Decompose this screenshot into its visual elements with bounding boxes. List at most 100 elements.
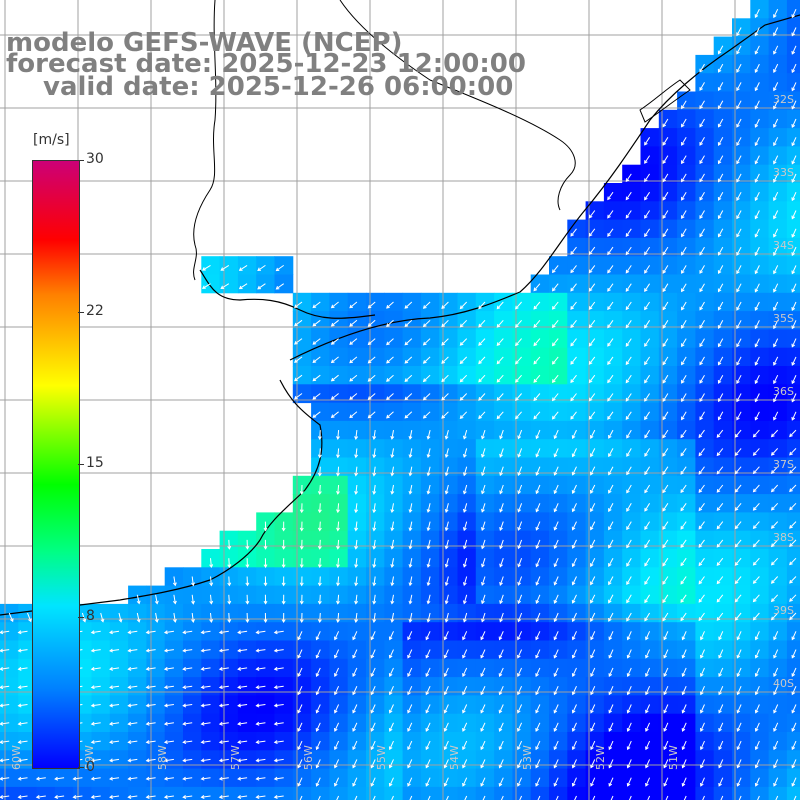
- wind-cell: [786, 585, 800, 605]
- wind-arrow-head: [625, 233, 630, 238]
- wind-arrow-head: [754, 782, 759, 787]
- wind-arrow-head: [571, 526, 576, 531]
- wind-arrow: [754, 155, 760, 164]
- wind-arrow: [700, 777, 705, 787]
- wind-arrow: [735, 594, 742, 603]
- wind-arrow-head: [336, 472, 340, 477]
- wind-arrow: [337, 466, 340, 476]
- wind-arrow-head: [734, 543, 739, 548]
- wind-cell: [201, 732, 221, 751]
- wind-arrow: [274, 758, 284, 762]
- wind-arrow: [773, 740, 779, 750]
- wind-arrow: [441, 393, 449, 401]
- wind-arrow: [773, 704, 779, 713]
- wind-arrow-head: [773, 636, 777, 641]
- wind-arrow: [128, 704, 138, 707]
- wind-arrow: [645, 704, 651, 713]
- wind-arrow-head: [571, 581, 576, 586]
- wind-arrow-head: [336, 436, 340, 440]
- wind-arrow-head: [54, 795, 59, 799]
- wind-arrow-head: [533, 360, 538, 365]
- wind-arrow-head: [736, 709, 741, 714]
- wind-arrow-head: [182, 630, 187, 635]
- wind-arrow-head: [408, 600, 413, 605]
- wind-arrow-head: [680, 599, 685, 603]
- wind-arrow-head: [515, 415, 519, 420]
- wind-cell: [786, 54, 800, 74]
- wind-arrow: [590, 649, 596, 659]
- wind-arrow: [736, 228, 742, 237]
- wind-arrow: [738, 795, 742, 800]
- wind-arrow: [718, 265, 724, 274]
- wind-arrow-head: [681, 196, 685, 201]
- wind-arrow: [463, 539, 468, 549]
- wind-arrow-head: [734, 562, 739, 566]
- wind-arrow-head: [499, 472, 503, 477]
- wind-cell: [786, 164, 800, 184]
- wind-arrow-head: [644, 617, 648, 622]
- wind-arrow: [789, 466, 797, 474]
- wind-arrow: [718, 45, 724, 54]
- wind-arrow: [754, 356, 760, 366]
- wind-arrow: [789, 612, 797, 620]
- longitude-label: 54W: [448, 745, 461, 770]
- wind-arrow: [462, 649, 468, 659]
- wind-arrow: [736, 374, 742, 384]
- wind-arrow-head: [273, 795, 278, 799]
- wind-arrow-head: [699, 123, 703, 128]
- wind-cell: [549, 786, 568, 800]
- wind-arrow: [533, 319, 541, 328]
- wind-arrow: [791, 356, 797, 366]
- longitude-label: 51W: [667, 745, 680, 770]
- wind-arrow-head: [663, 746, 667, 751]
- wind-arrow-head: [172, 619, 177, 623]
- wind-arrow: [515, 393, 522, 401]
- wind-arrow: [173, 576, 176, 586]
- wind-arrow-head: [462, 600, 467, 605]
- wind-arrow: [644, 539, 651, 548]
- wind-arrow: [349, 356, 358, 363]
- wind-arrow-head: [498, 636, 503, 641]
- wind-arrow-head: [481, 618, 485, 623]
- wind-arrow-head: [590, 471, 594, 476]
- wind-arrow: [662, 118, 669, 127]
- wind-arrow: [238, 667, 248, 670]
- wind-arrow-head: [444, 508, 449, 513]
- wind-arrow: [626, 484, 632, 493]
- wind-arrow-head: [496, 342, 501, 347]
- wind-arrow-head: [754, 654, 759, 659]
- wind-arrow: [791, 301, 797, 311]
- wind-arrow-head: [571, 563, 576, 568]
- wind-arrow: [625, 228, 632, 237]
- wind-arrow-head: [607, 233, 611, 237]
- wind-arrow-head: [443, 673, 448, 677]
- wind-arrow-head: [770, 561, 775, 566]
- wind-arrow: [349, 338, 358, 345]
- wind-arrow-head: [255, 795, 260, 799]
- wind-arrow-head: [535, 490, 540, 495]
- wind-arrow-head: [426, 545, 431, 550]
- wind-arrow-head: [317, 600, 322, 605]
- wind-arrow: [499, 777, 504, 787]
- wind-cell: [603, 366, 623, 385]
- wind-arrow-head: [255, 685, 260, 690]
- wind-arrow-head: [517, 782, 521, 787]
- wind-arrow: [496, 411, 504, 419]
- wind-arrow-head: [354, 509, 359, 514]
- wind-cell: [237, 768, 257, 788]
- wind-arrow: [644, 466, 651, 475]
- wind-cell: [274, 750, 294, 770]
- wind-cell: [347, 366, 367, 385]
- wind-arrow: [773, 411, 779, 421]
- wind-arrow-head: [681, 178, 685, 183]
- wind-arrow: [662, 301, 669, 310]
- wind-arrow: [644, 265, 651, 274]
- wind-arrow: [404, 319, 413, 327]
- latitude-label: 36S: [773, 385, 794, 398]
- wind-arrow-head: [444, 435, 449, 440]
- wind-arrow: [753, 484, 760, 493]
- wind-arrow: [0, 685, 10, 688]
- wind-arrow: [407, 722, 413, 732]
- wind-arrow: [553, 631, 559, 640]
- wind-arrow-head: [255, 721, 260, 726]
